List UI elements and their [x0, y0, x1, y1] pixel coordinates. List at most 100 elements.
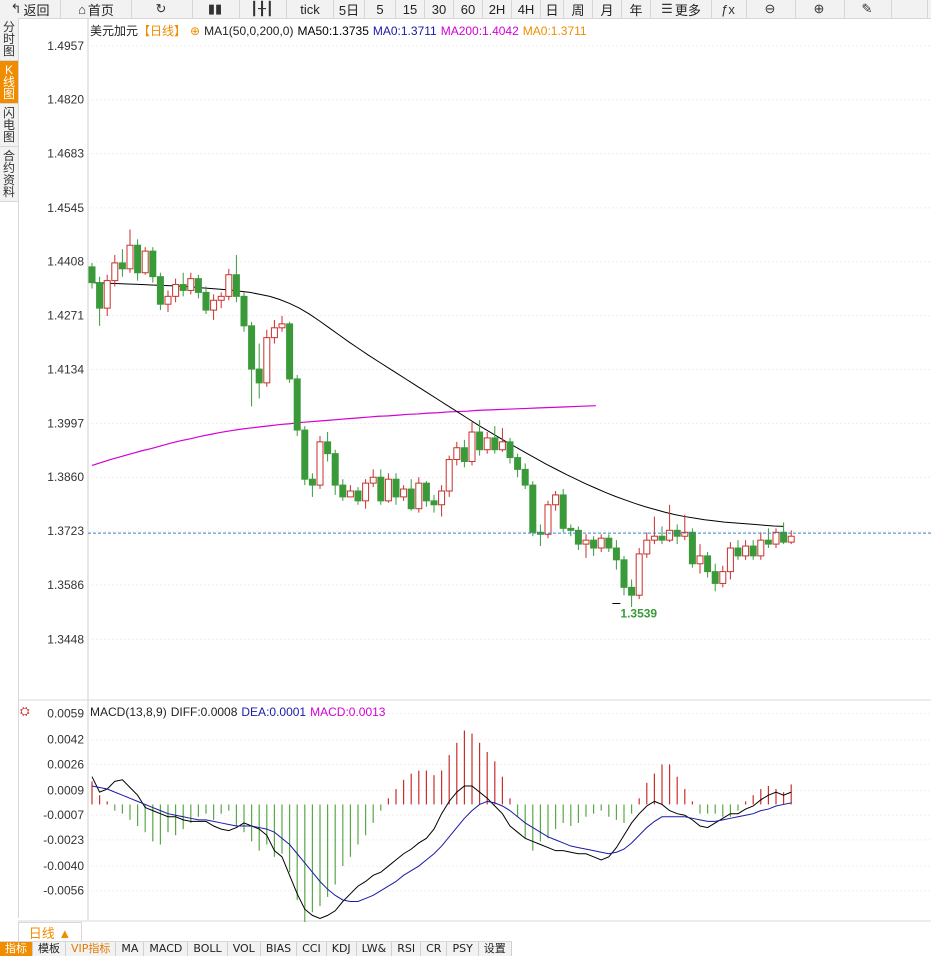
candle-body	[597, 537, 605, 549]
indicator-tab-4[interactable]: MACD	[144, 942, 189, 956]
toolbar-button-20[interactable]: ⊕	[796, 0, 845, 18]
refresh-icon: ↻	[155, 1, 167, 16]
candle-body	[293, 378, 301, 431]
toolbar-button-21[interactable]: ✎	[845, 0, 892, 18]
indicator-tab-6[interactable]: VOL	[228, 942, 261, 956]
indicator-tab-11[interactable]: RSI	[392, 942, 422, 956]
price-tick-label: 1.4820	[47, 93, 84, 107]
macd-settings-label[interactable]: MACD(13,8,9)	[90, 705, 167, 719]
indicator-tab-1[interactable]: 模板	[33, 942, 66, 956]
candle-body	[787, 535, 795, 543]
toolbar-label: 更多	[674, 2, 701, 18]
toolbar-button-19[interactable]: ⊖	[747, 0, 796, 18]
toolbar-button-22[interactable]	[892, 0, 928, 18]
candle-body	[202, 291, 210, 311]
candle-body	[476, 431, 484, 451]
period-button[interactable]: 日线 ▲	[18, 922, 82, 942]
toolbar-button-3[interactable]: ▮▮	[193, 0, 240, 18]
add-indicator-icon[interactable]: ⊕	[190, 24, 201, 38]
candle-body	[552, 494, 560, 506]
candle-body	[445, 459, 453, 492]
ma-settings-label[interactable]: MA1(50,0,200,0)	[204, 24, 294, 38]
toolbar-button-13[interactable]: 日	[541, 0, 564, 18]
macd-diff-line	[91, 776, 792, 919]
toolbar-label: 30	[431, 1, 447, 17]
date-tick-label: 2025/07	[749, 921, 789, 922]
price-tick-label: 1.3860	[47, 470, 84, 484]
indicator-tab-5[interactable]: BOLL	[188, 942, 228, 956]
indicator-tab-14[interactable]: 设置	[479, 942, 512, 956]
toolbar-button-11[interactable]: 2H	[483, 0, 512, 18]
candle-body	[240, 295, 248, 327]
candle-body	[681, 531, 689, 537]
candle-body	[187, 278, 195, 291]
sidebar-item-3[interactable]: 合约资料	[0, 147, 18, 202]
toolbar-button-16[interactable]: 年	[622, 0, 651, 18]
candle-body	[164, 295, 172, 305]
macd-tick-label: -0.0040	[43, 859, 84, 873]
ma50-value: MA50:1.3735	[297, 24, 369, 38]
candle-body	[742, 545, 750, 557]
candle-body	[210, 299, 218, 311]
toolbar-label: 返回	[23, 2, 50, 18]
toolbar-button-4[interactable]: ┃╂┃	[240, 0, 287, 18]
candle-body	[590, 539, 598, 549]
toolbar-button-1[interactable]: ⌂ 首页	[61, 0, 132, 18]
zoom-out-icon: ⊖	[764, 1, 776, 16]
candle-body	[149, 250, 157, 278]
toolbar-button-2[interactable]: ↻	[132, 0, 193, 18]
candle-body	[658, 535, 666, 541]
chart-type-sidebar: 分时图 K线图 闪电图 合约资料	[0, 18, 19, 918]
symbol-name: 美元加元	[90, 24, 139, 38]
candle-body	[772, 531, 780, 545]
candle-body	[126, 244, 134, 270]
sidebar-item-1[interactable]: K线图	[0, 61, 18, 104]
macd-dea-value: DEA:0.0001	[241, 705, 307, 719]
candle-body	[749, 545, 757, 557]
indicator-tab-8[interactable]: CCI	[297, 942, 327, 956]
toolbar-button-5[interactable]: tick	[287, 0, 334, 18]
toolbar-button-18[interactable]: ƒx	[712, 0, 747, 18]
candle-body	[521, 468, 529, 486]
toolbar-button-15[interactable]: 月	[593, 0, 622, 18]
date-tick-label: 2025/04	[277, 921, 318, 922]
indicator-tab-12[interactable]: CR	[421, 942, 448, 956]
candle-body	[711, 571, 719, 584]
candle-body	[544, 504, 552, 535]
toolbar-button-0[interactable]: ↰ 返回	[0, 0, 61, 18]
indicator-tab-9[interactable]: KDJ	[327, 942, 357, 956]
toolbar-button-10[interactable]: 60	[454, 0, 483, 18]
indicator-tab-0[interactable]: 指标	[0, 942, 33, 956]
toolbar-button-17[interactable]: ☰ 更多	[651, 0, 712, 18]
indicator-tab-7[interactable]: BIAS	[261, 942, 298, 956]
candle-body	[635, 553, 643, 596]
indicator-tab-10[interactable]: LW&	[357, 942, 393, 956]
candle-body	[567, 527, 575, 531]
candle-body	[354, 490, 362, 502]
toolbar-button-9[interactable]: 30	[425, 0, 454, 18]
toolbar-button-8[interactable]: 15	[396, 0, 425, 18]
toolbar-button-12[interactable]: 4H	[512, 0, 541, 18]
indicator-tab-2[interactable]: VIP指标	[66, 942, 117, 956]
candle-body	[263, 337, 271, 384]
macd-tick-label: 0.0009	[47, 784, 84, 798]
candle-body	[666, 529, 674, 541]
fx-icon: ƒx	[721, 1, 735, 17]
toolbar-button-14[interactable]: 周	[564, 0, 593, 18]
candle-body	[286, 323, 294, 380]
candle-body	[498, 441, 506, 451]
toolbar-button-6[interactable]: 5日	[334, 0, 365, 18]
candle-body	[308, 478, 316, 486]
ma50-line	[91, 282, 784, 527]
price-tick-label: 1.4545	[47, 201, 84, 215]
chart-area: 1.4957 1.4820 1.4683 1.4545 1.4408 1.4271 1.41…	[18, 18, 931, 922]
sidebar-item-2[interactable]: 闪电图	[0, 104, 18, 147]
indicator-tab-13[interactable]: PSY	[447, 942, 479, 956]
toolbar-button-7[interactable]: 5	[365, 0, 396, 18]
period-label[interactable]: 【日线】	[138, 24, 187, 38]
macd-tick-label: 0.0026	[47, 757, 84, 771]
price-tick-label: 1.4134	[47, 362, 84, 376]
sidebar-item-0[interactable]: 分时图	[0, 18, 18, 61]
candle-body	[734, 547, 742, 557]
indicator-tab-3[interactable]: MA	[116, 942, 145, 956]
